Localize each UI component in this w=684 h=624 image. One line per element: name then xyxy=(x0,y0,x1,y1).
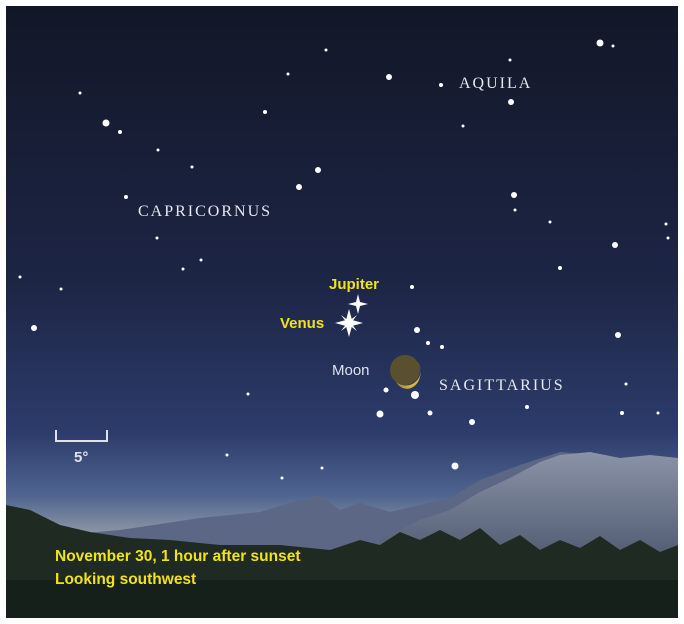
star xyxy=(157,149,160,152)
sky-chart: AQUILA CAPRICORNUS SAGITTARIUS Jupiter V… xyxy=(0,0,684,624)
star xyxy=(410,285,414,289)
star xyxy=(200,259,203,262)
star xyxy=(315,167,321,173)
star xyxy=(549,221,552,224)
star xyxy=(462,125,465,128)
star xyxy=(428,411,433,416)
star xyxy=(514,209,517,212)
star xyxy=(191,166,194,169)
planet-label: Venus xyxy=(280,315,324,332)
star xyxy=(597,40,604,47)
moon-label: Moon xyxy=(332,362,370,379)
constellation-label: CAPRICORNUS xyxy=(138,203,272,220)
star xyxy=(247,393,250,396)
star xyxy=(103,120,110,127)
star xyxy=(386,74,392,80)
star xyxy=(525,405,529,409)
star xyxy=(325,49,328,52)
star xyxy=(263,110,267,114)
moon-disk xyxy=(390,355,420,385)
star xyxy=(79,92,82,95)
star xyxy=(615,332,621,338)
star xyxy=(296,184,302,190)
star xyxy=(411,391,419,399)
constellation-label: AQUILA xyxy=(459,75,532,92)
planet-label: Jupiter xyxy=(329,276,379,293)
star xyxy=(620,411,624,415)
scale-label: 5° xyxy=(74,449,88,466)
star xyxy=(612,242,618,248)
star xyxy=(226,454,229,457)
star xyxy=(657,412,660,415)
star xyxy=(414,327,420,333)
star xyxy=(439,83,443,87)
star xyxy=(667,237,670,240)
star xyxy=(60,288,63,291)
star xyxy=(31,325,37,331)
star xyxy=(612,45,615,48)
star xyxy=(426,341,430,345)
star xyxy=(377,411,384,418)
star xyxy=(124,195,128,199)
star xyxy=(469,419,475,425)
page: {"constellations": {"aquila": "AQUILA", … xyxy=(0,0,684,624)
star xyxy=(156,237,159,240)
caption: November 30, 1 hour after sunset xyxy=(55,548,301,565)
star xyxy=(625,383,628,386)
star xyxy=(182,268,185,271)
star xyxy=(511,192,517,198)
star xyxy=(508,99,514,105)
star xyxy=(281,477,284,480)
constellation-label: SAGITTARIUS xyxy=(439,377,565,394)
star xyxy=(509,59,512,62)
star xyxy=(321,467,324,470)
caption: Looking southwest xyxy=(55,571,196,588)
star xyxy=(19,276,22,279)
star xyxy=(118,130,122,134)
star xyxy=(452,463,459,470)
star xyxy=(440,345,444,349)
star xyxy=(665,223,668,226)
star xyxy=(384,388,389,393)
star xyxy=(558,266,562,270)
star xyxy=(287,73,290,76)
